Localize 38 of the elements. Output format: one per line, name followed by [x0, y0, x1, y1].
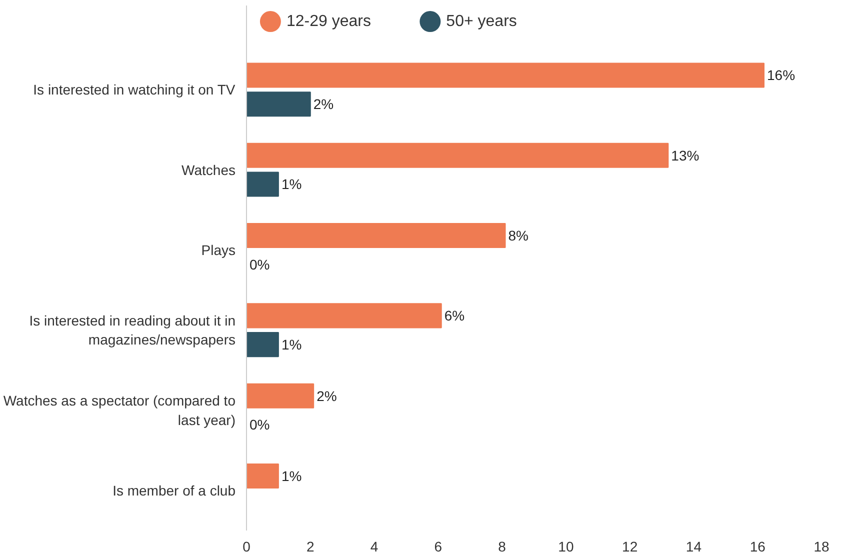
- bar: [246, 463, 279, 489]
- x-tick-label: 4: [370, 538, 378, 554]
- data-label: 16%: [767, 67, 796, 84]
- bar: [246, 383, 314, 408]
- x-tick-label: 10: [558, 538, 574, 554]
- data-label: 2%: [316, 388, 337, 404]
- x-tick-label: 14: [686, 538, 702, 554]
- data-label: 1%: [281, 468, 302, 484]
- legend-label: 12-29 years: [286, 13, 371, 30]
- bar: [246, 332, 279, 358]
- data-label: 6%: [444, 308, 465, 324]
- bar: [246, 172, 279, 197]
- bar: [246, 223, 506, 248]
- x-tick-label: 0: [242, 538, 251, 554]
- data-label: 8%: [508, 228, 528, 244]
- x-tick-label: 16: [750, 538, 766, 554]
- data-label: 13%: [671, 147, 700, 164]
- data-label: 1%: [281, 176, 302, 192]
- data-label: 2%: [313, 96, 334, 112]
- x-tick-label: 18: [814, 538, 830, 554]
- x-tick-label: 8: [498, 538, 506, 554]
- x-tick-label: 6: [434, 538, 442, 554]
- bar: [246, 92, 311, 117]
- data-label: 1%: [281, 336, 302, 353]
- y-tick-label: Is interested in watching it on TV: [33, 82, 236, 98]
- bar: [246, 303, 442, 328]
- bar: [246, 142, 669, 168]
- y-tick-label: Plays: [201, 242, 236, 258]
- y-tick-label: Watches: [182, 162, 236, 178]
- x-tick-label: 2: [306, 538, 314, 554]
- data-label: 0%: [250, 416, 270, 433]
- data-label: 0%: [250, 256, 270, 272]
- y-tick-label: Watches as a spectator (compared to last year): [3, 392, 236, 428]
- legend-label: 50+ years: [446, 13, 517, 30]
- y-tick-label: Is member of a club: [112, 482, 236, 498]
- bar: [246, 62, 764, 88]
- x-tick-label: 12: [622, 538, 638, 554]
- y-tick-label: Is interested in reading about it in magazines/newspapers: [29, 312, 236, 348]
